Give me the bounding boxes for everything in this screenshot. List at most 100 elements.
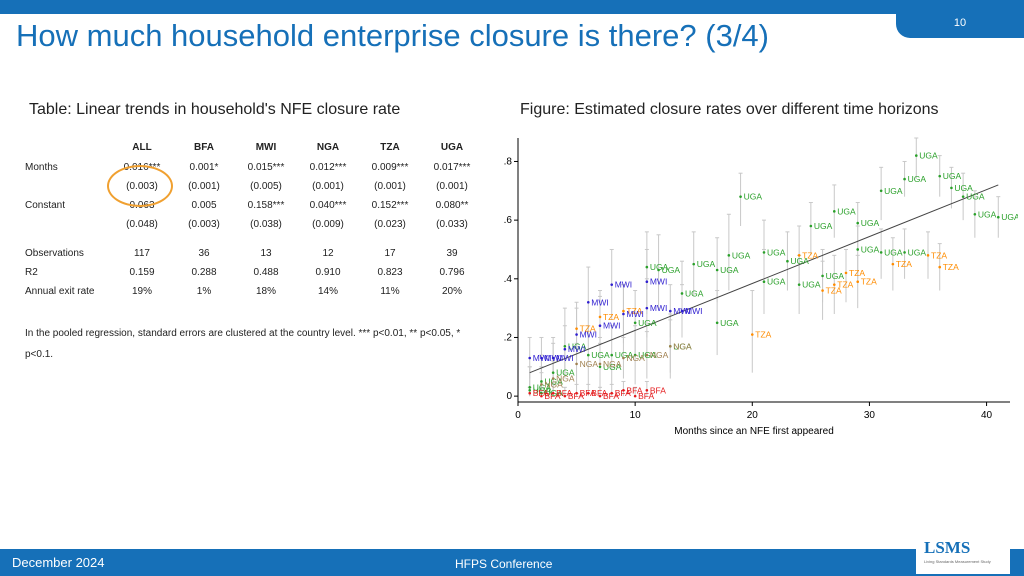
- point-label: UGA: [943, 171, 962, 181]
- point-label: NGA: [544, 379, 563, 389]
- table-row: Constant 0.063 0.005 0.158*** 0.040*** 0.152*…: [20, 196, 483, 215]
- table-cell: (0.009): [312, 219, 344, 230]
- point-label: MWI: [603, 321, 620, 331]
- table-cell: (0.001): [374, 181, 406, 192]
- data-point: [856, 221, 860, 225]
- table-cell: 0.152***: [371, 200, 409, 211]
- data-point: [844, 271, 848, 275]
- data-point: [563, 344, 567, 348]
- point-label: UGA: [556, 368, 575, 378]
- table-cell: (0.048): [126, 219, 158, 230]
- data-point: [528, 356, 532, 360]
- point-label: UGA: [861, 218, 880, 228]
- data-point: [575, 327, 578, 330]
- point-label: UGA: [591, 350, 610, 360]
- y-tick-label: .6: [504, 215, 513, 226]
- fit-line: [529, 184, 999, 374]
- data-point: [750, 333, 754, 336]
- data-point: [586, 353, 590, 357]
- y-tick-label: .2: [504, 332, 513, 343]
- slide-title: How much household enterprise closure is…: [16, 18, 769, 53]
- point-label: MWI: [615, 280, 632, 290]
- data-point: [879, 189, 883, 193]
- point-label: UGA: [638, 318, 657, 328]
- x-tick-label: 10: [630, 410, 642, 421]
- data-point: [996, 215, 1000, 219]
- highlight-circle: [107, 165, 173, 207]
- point-label: UGA: [767, 277, 786, 287]
- point-label: MWI: [650, 277, 667, 287]
- data-point: [668, 309, 672, 313]
- data-point: [563, 347, 567, 351]
- data-point: [739, 195, 742, 198]
- table-cell: 0.159: [129, 267, 155, 278]
- data-point: [856, 280, 860, 284]
- point-label: BFA: [556, 388, 572, 398]
- data-point: [809, 224, 813, 228]
- point-label: BFA: [638, 391, 654, 401]
- point-label: NGA: [626, 353, 645, 363]
- data-point: [797, 254, 801, 257]
- point-label: BFA: [591, 388, 607, 398]
- col-header: BFA: [194, 141, 214, 153]
- table-note: In the pooled regression, standard error…: [25, 328, 461, 360]
- point-label: TZA: [896, 259, 912, 269]
- data-point: [622, 312, 625, 316]
- point-label: UGA: [978, 209, 997, 219]
- data-point: [914, 154, 918, 157]
- point-label: UGA: [544, 376, 563, 386]
- point-label: UGA: [732, 250, 751, 260]
- data-point: [645, 280, 649, 284]
- data-point: [715, 268, 719, 272]
- table-cell: 0.823: [377, 267, 403, 278]
- data-point: [598, 365, 602, 369]
- point-label: UGA: [662, 265, 681, 275]
- data-point: [832, 283, 836, 286]
- data-point: [692, 262, 696, 266]
- point-label: MWI: [650, 303, 667, 313]
- data-point: [832, 210, 836, 213]
- point-label: UGA: [720, 318, 739, 328]
- row-label: Months: [25, 162, 58, 173]
- table-cell: (0.023): [374, 219, 406, 230]
- data-point: [961, 195, 965, 198]
- point-label: BFA: [650, 385, 666, 395]
- point-label: MWI: [533, 353, 550, 363]
- table-cell: (0.033): [436, 219, 468, 230]
- table-row: Observations 117 36 13 12 17 39: [20, 244, 483, 263]
- point-label: TZA: [943, 262, 959, 272]
- table-row: Months 0.016*** 0.001* 0.015*** 0.012*** 0.00…: [20, 158, 483, 177]
- point-label: NGA: [603, 359, 622, 369]
- point-label: MWI: [591, 297, 608, 307]
- point-label: MWI: [556, 353, 573, 363]
- point-label: UGA: [533, 385, 552, 395]
- point-label: UGA: [861, 244, 880, 254]
- data-point: [575, 362, 578, 366]
- point-label: UGA: [908, 174, 927, 184]
- point-label: MWI: [580, 330, 597, 340]
- point-label: UGA: [837, 206, 856, 216]
- point-label: MWI: [568, 344, 585, 354]
- table-cell: 0.080**: [435, 200, 469, 211]
- point-label: TZA: [802, 250, 818, 260]
- table-cell: (0.038): [250, 219, 282, 230]
- data-point: [891, 262, 895, 266]
- table-cell: (0.001): [312, 181, 344, 192]
- data-point: [633, 394, 637, 398]
- table-cell: 0.005: [191, 200, 217, 211]
- data-point: [540, 383, 543, 386]
- page-number: 10: [896, 0, 1024, 38]
- table-row: (0.048) (0.003) (0.038) (0.009) (0.023) (0.03…: [20, 215, 483, 234]
- point-label: BFA: [615, 388, 631, 398]
- data-point: [668, 344, 672, 348]
- point-label: UGA: [650, 262, 669, 272]
- figure-caption: Figure: Estimated closure rates over dif…: [520, 101, 939, 118]
- data-point: [727, 254, 731, 257]
- data-point: [680, 292, 684, 295]
- data-point: [821, 289, 824, 292]
- point-label: TZA: [861, 277, 877, 287]
- table-row: (0.003) (0.001) (0.005) (0.001) (0.001) (0.00…: [20, 177, 483, 196]
- footer-date: December 2024: [12, 555, 105, 570]
- point-label: BFA: [580, 388, 596, 398]
- table-cell: 19%: [131, 286, 152, 297]
